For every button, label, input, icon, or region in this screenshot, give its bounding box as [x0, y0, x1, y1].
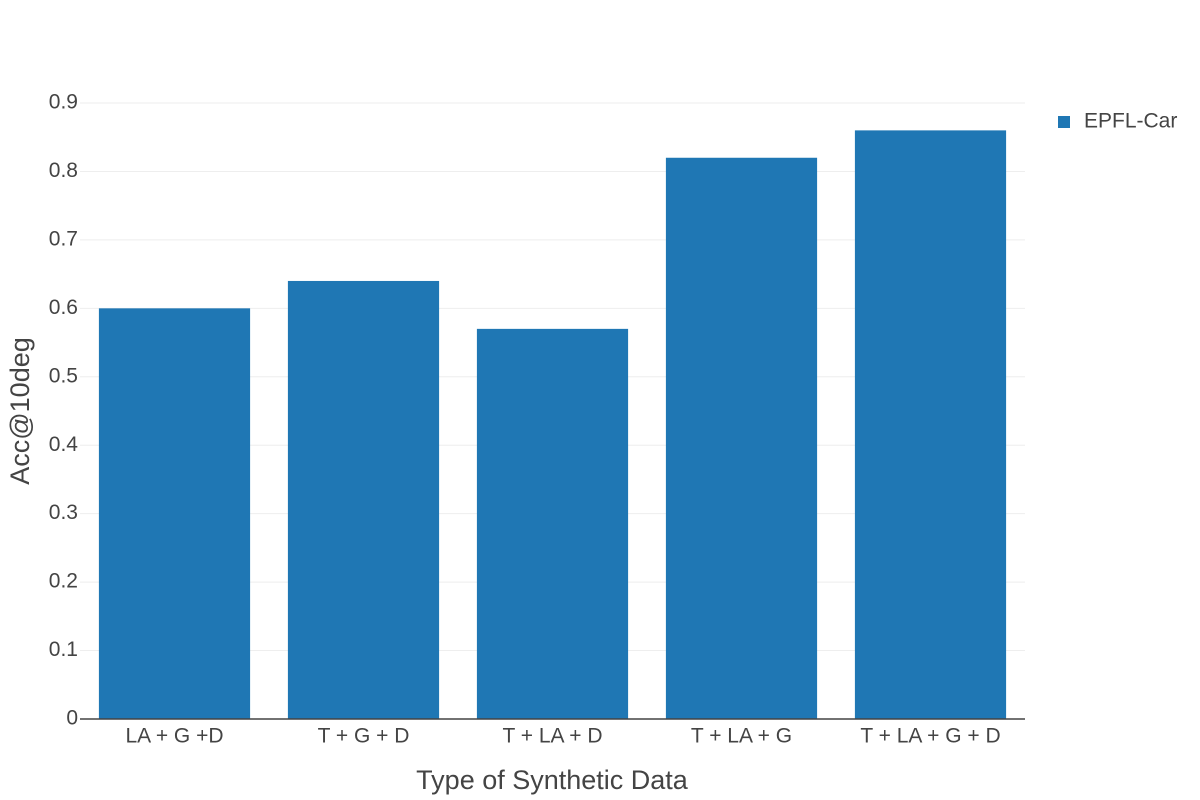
y-tick-label: 0.8	[49, 159, 78, 182]
x-tick-label: T + LA + D	[502, 725, 602, 748]
x-tick-label: T + LA + G	[691, 725, 792, 748]
bar	[665, 157, 818, 719]
y-tick-label: 0.6	[49, 296, 78, 319]
y-tick-label: 0.4	[49, 433, 79, 456]
legend-swatch	[1058, 116, 1070, 128]
bar	[287, 280, 440, 719]
y-tick-label: 0.5	[49, 364, 78, 387]
x-axis-title: Type of Synthetic Data	[416, 765, 689, 795]
y-tick-label: 0.7	[49, 227, 78, 250]
y-tick-label: 0.2	[49, 570, 78, 593]
y-tick-label: 0.3	[49, 501, 78, 524]
y-axis-title: Acc@10deg	[5, 337, 35, 485]
y-tick-label: 0.1	[49, 638, 78, 661]
bar	[98, 308, 251, 719]
y-tick-label: 0	[66, 707, 78, 730]
x-tick-label: T + G + D	[318, 725, 410, 748]
x-tick-label: LA + G +D	[125, 725, 223, 748]
x-tick-label: T + LA + G + D	[860, 725, 1000, 748]
legend-label: EPFL-Car	[1084, 110, 1177, 133]
y-tick-label: 0.9	[49, 91, 78, 114]
bar	[854, 130, 1007, 719]
bar	[476, 328, 629, 719]
